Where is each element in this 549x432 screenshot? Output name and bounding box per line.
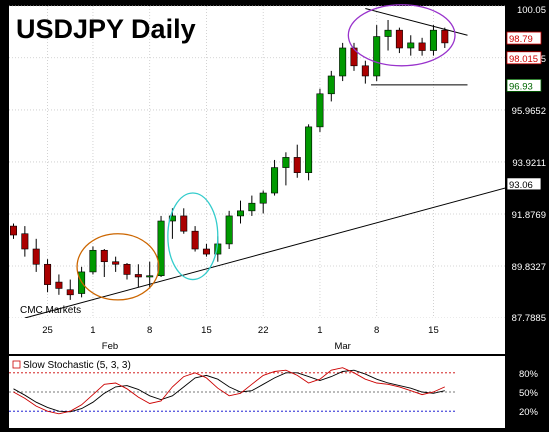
candle-body — [395, 29, 403, 49]
candle-body — [168, 215, 176, 222]
candle-body — [418, 42, 426, 51]
candle-body — [237, 210, 245, 217]
x-tick-label: 15 — [201, 325, 212, 336]
candle-body — [191, 230, 199, 250]
stochastic-k-line — [13, 367, 445, 415]
candle-body — [407, 42, 415, 49]
stochastic-layer: 80% 50% 20% — [9, 360, 539, 418]
price-tag-label: 93.06 — [509, 180, 533, 191]
candle-body — [32, 248, 40, 265]
candle-body — [157, 220, 165, 277]
month-label: Feb — [102, 341, 118, 352]
x-tick-label: 1 — [317, 325, 322, 336]
y-tick-label: 87.7885 — [512, 313, 546, 324]
indicator-level-label: 80% — [519, 369, 539, 380]
annotation-circle — [167, 192, 219, 281]
candle-body — [339, 47, 347, 77]
price-tag-box — [506, 78, 542, 92]
price-panel — [9, 6, 505, 318]
annotation-circle — [347, 4, 456, 67]
candle-body — [271, 167, 279, 194]
x-tick-label: 22 — [258, 325, 269, 336]
stochastic-d-line — [13, 369, 445, 413]
price-tags: 98.79 98.015 96.93 93.06 — [506, 31, 542, 191]
y-tick-label: 91.8769 — [512, 210, 546, 221]
candle-body — [44, 263, 52, 285]
candle-body — [248, 202, 256, 212]
y-tick-label: 93.9211 — [512, 158, 546, 169]
candle-body — [180, 215, 188, 232]
candle-body — [112, 261, 120, 265]
candle-body — [202, 248, 210, 255]
candle-body — [373, 36, 381, 77]
indicator-level-label: 50% — [519, 388, 539, 399]
candle-body — [327, 75, 335, 95]
candle-body — [10, 225, 18, 236]
circle-annotations — [76, 4, 456, 301]
chart-title: USDJPY Daily — [16, 14, 196, 44]
trendline-layer — [24, 8, 525, 319]
y-tick-label: 89.8327 — [512, 262, 546, 273]
price-tag-box — [506, 31, 542, 45]
y-tick-label: 100.05 — [517, 5, 546, 16]
indicator-level-label: 20% — [519, 407, 539, 418]
candle-body — [21, 233, 29, 250]
candle-body — [293, 157, 301, 173]
candle-body — [225, 215, 233, 245]
price-tag-label: 96.93 — [509, 81, 533, 92]
month-label: Mar — [334, 341, 350, 352]
indicator-marker-icon — [12, 360, 21, 369]
candle-body — [282, 157, 290, 168]
candle-body — [316, 93, 324, 128]
trendline — [365, 8, 468, 36]
x-axis-strip — [9, 318, 505, 354]
x-tick-label: 25 — [42, 325, 53, 336]
price-tag-box — [506, 177, 542, 191]
candle-body — [89, 249, 97, 273]
candle-body — [259, 192, 267, 204]
candle-body — [384, 29, 392, 37]
candle-body — [100, 249, 108, 263]
annotation-circle — [76, 233, 160, 301]
source-label: CMC Markets — [20, 305, 81, 316]
candle-body — [361, 65, 369, 77]
y-tick-label: 95.9652 — [512, 106, 546, 117]
candle-body — [305, 126, 313, 173]
indicator-label: Slow Stochastic (5, 3, 3) — [23, 360, 131, 371]
x-tick-label: 15 — [428, 325, 439, 336]
price-tag-box — [506, 51, 542, 65]
x-tick-label: 1 — [90, 325, 95, 336]
candle-body — [429, 29, 437, 51]
candles-layer — [10, 19, 449, 300]
x-tick-label: 8 — [374, 325, 379, 336]
candle-body — [441, 29, 449, 44]
candle-body — [134, 274, 142, 278]
candle-body — [350, 47, 358, 67]
price-tag-label: 98.79 — [509, 34, 533, 45]
x-axis: 25 1 8 15 22 1 8 15 Feb Mar — [42, 325, 438, 352]
candle-body — [123, 263, 131, 275]
candle-body — [55, 281, 63, 289]
x-tick-label: 8 — [147, 325, 152, 336]
price-tag-label: 98.015 — [509, 54, 538, 65]
candle-body — [66, 289, 74, 296]
candle-body — [146, 275, 154, 278]
trendline — [24, 182, 525, 319]
